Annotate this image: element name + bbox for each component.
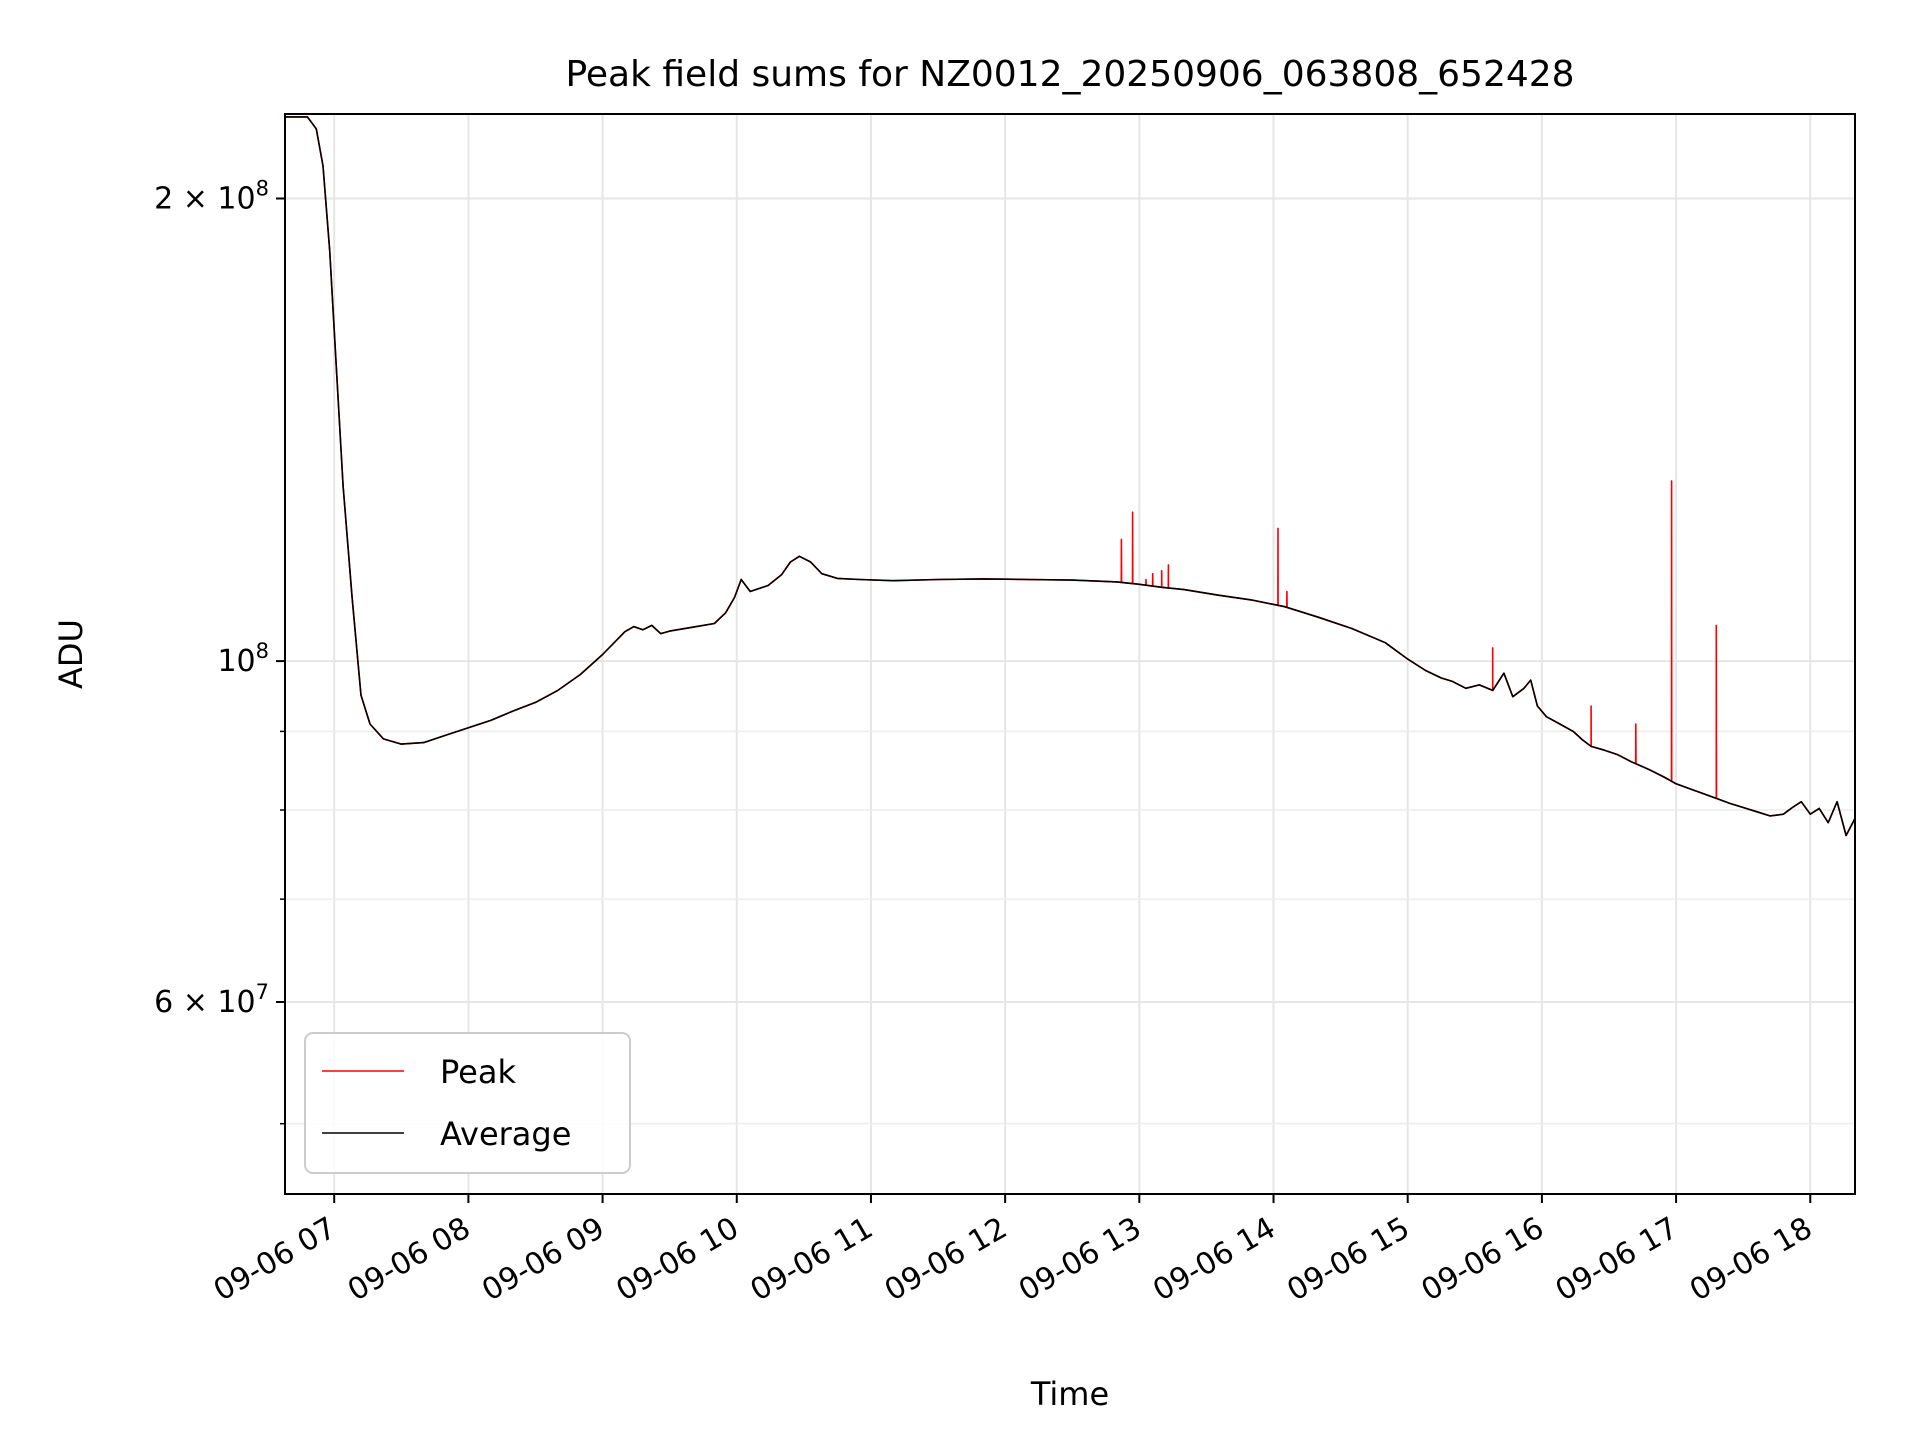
- legend-box: [304, 1032, 631, 1174]
- y-tick-label: 108: [217, 639, 269, 679]
- series-average-line: [285, 116, 1856, 837]
- series-layer: [285, 116, 1856, 837]
- grid: [285, 114, 1855, 1194]
- legend-average-label: Average: [440, 1115, 571, 1153]
- legend: Peak Average: [304, 1032, 631, 1174]
- x-axis-label: Time: [1030, 1375, 1109, 1413]
- y-tick-label: 6 × 107: [154, 980, 269, 1020]
- y-axis-label: ADU: [52, 619, 90, 689]
- plot-frame: [284, 113, 1856, 1195]
- legend-peak-label: Peak: [440, 1053, 516, 1091]
- y-tick-label: 2 × 108: [154, 177, 269, 217]
- chart-title: Peak field sums for NZ0012_20250906_0638…: [565, 54, 1574, 95]
